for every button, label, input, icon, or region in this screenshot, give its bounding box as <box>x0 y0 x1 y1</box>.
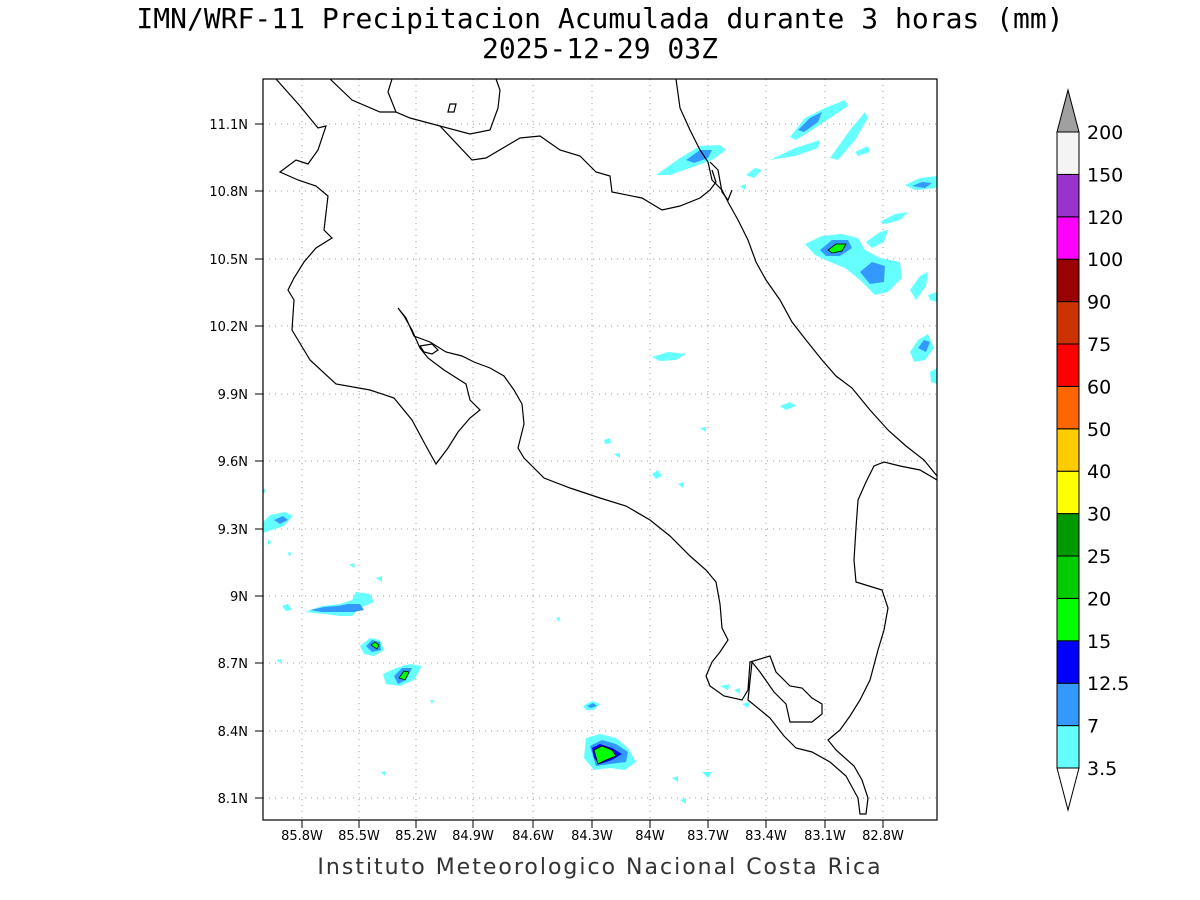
lon-label: 85.5W <box>338 829 380 844</box>
colorbar-level-label: 100 <box>1087 249 1123 271</box>
colorbar-swatch <box>1056 301 1080 345</box>
lon-label: 85.8W <box>281 829 323 844</box>
map-frame <box>262 78 938 821</box>
colorbar-level-label: 3.5 <box>1087 758 1117 780</box>
lon-label: 83.7W <box>687 829 729 844</box>
lat-label: 8.7N <box>218 657 248 672</box>
colorbar-swatch <box>1056 428 1080 472</box>
axis-ticks <box>255 123 884 828</box>
colorbar-level-label: 200 <box>1087 122 1123 144</box>
map-subtitle-date: 2025-12-29 03Z <box>481 32 718 65</box>
colorbar-swatch <box>1056 131 1080 175</box>
lat-label: 8.1N <box>218 792 248 807</box>
lon-label: 83.1W <box>804 829 846 844</box>
colorbar-under-triangle <box>1056 767 1080 812</box>
colorbar: 3.5 7 12.5 15 20 25 30 40 50 60 75 90 100 120 150 200 <box>1056 88 1129 812</box>
lat-label: 9N <box>230 590 248 605</box>
lat-label: 8.4N <box>218 725 248 740</box>
colorbar-swatch <box>1056 640 1080 684</box>
colorbar-level-label: 120 <box>1087 207 1123 229</box>
lat-label: 10.8N <box>209 185 248 200</box>
colorbar-level-label: 25 <box>1087 546 1111 568</box>
colorbar-level-label: 30 <box>1087 504 1111 526</box>
colorbar-level-label: 7 <box>1087 716 1099 738</box>
colorbar-level-label: 150 <box>1087 164 1123 186</box>
colorbar-level-label: 15 <box>1087 631 1111 653</box>
colorbar-swatch <box>1056 597 1080 642</box>
lat-label: 10.5N <box>209 253 248 268</box>
colorbar-level-label: 75 <box>1087 334 1111 356</box>
colorbar-level-label: 60 <box>1087 376 1111 398</box>
credit-text: Instituto Meteorologico Nacional Costa R… <box>317 855 883 880</box>
lat-label: 9.6N <box>218 455 248 470</box>
lon-label: 83.4W <box>745 829 787 844</box>
colorbar-swatch <box>1056 555 1080 599</box>
lon-label: 84.3W <box>571 829 613 844</box>
latitude-labels: 11.1N 10.8N 10.5N 10.2N 9.9N 9.6N 9.3N 9… <box>209 118 248 807</box>
colorbar-level-label: 20 <box>1087 588 1111 610</box>
coastline <box>275 79 937 815</box>
colorbar-swatch <box>1056 216 1080 260</box>
colorbar-swatch <box>1056 725 1080 769</box>
colorbar-level-label: 50 <box>1087 419 1111 441</box>
longitude-labels: 85.8W 85.5W 85.2W 84.9W 84.6W 84.3W 84W … <box>281 829 904 844</box>
colorbar-level-label: 40 <box>1087 461 1111 483</box>
lon-label: 82.8W <box>862 829 904 844</box>
lat-label: 9.9N <box>218 388 248 403</box>
lat-label: 10.2N <box>209 320 248 335</box>
precipitation-shading <box>263 100 937 804</box>
colorbar-swatch <box>1056 470 1080 515</box>
map-grid <box>263 79 937 820</box>
colorbar-swatch <box>1056 682 1080 727</box>
lat-label: 11.1N <box>209 118 248 133</box>
lon-label: 84.6W <box>512 829 554 844</box>
colorbar-swatch <box>1056 258 1080 303</box>
colorbar-swatch <box>1056 513 1080 557</box>
lon-label: 84.9W <box>452 829 494 844</box>
colorbar-over-triangle <box>1056 88 1080 133</box>
lon-label: 85.2W <box>395 829 437 844</box>
colorbar-swatch <box>1056 343 1080 387</box>
colorbar-swatch <box>1056 173 1080 218</box>
colorbar-level-label: 90 <box>1087 292 1111 314</box>
colorbar-level-label: 12.5 <box>1087 673 1129 695</box>
map-title: IMN/WRF-11 Precipitacion Acumulada duran… <box>136 2 1064 35</box>
lon-label: 84W <box>635 829 665 844</box>
lat-label: 9.3N <box>218 523 248 538</box>
colorbar-swatch <box>1056 385 1080 430</box>
